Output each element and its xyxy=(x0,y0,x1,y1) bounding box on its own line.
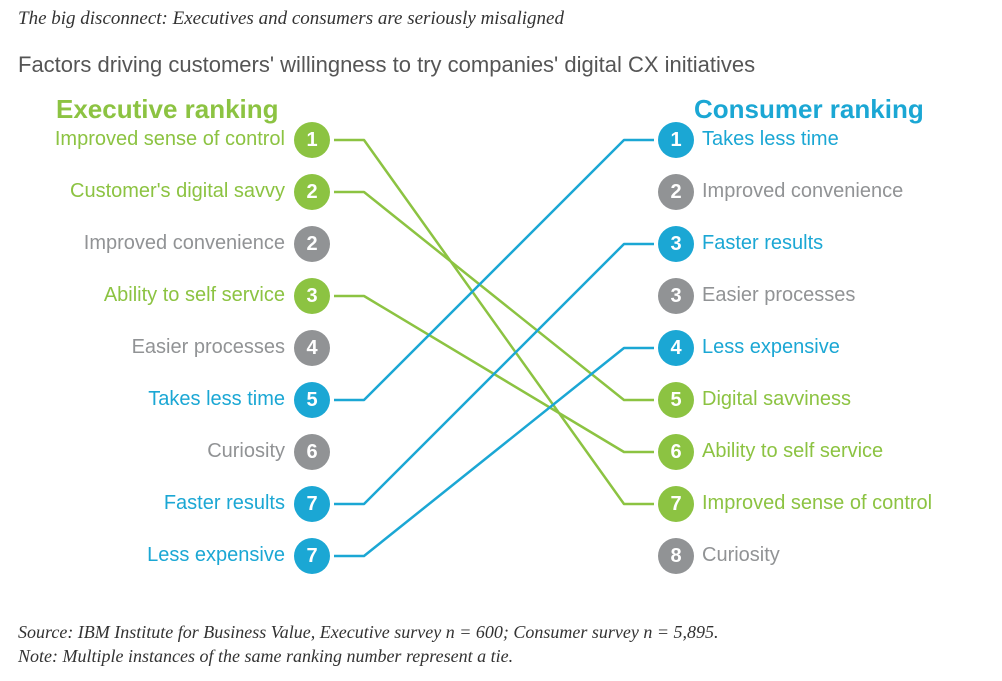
rank-badge: 7 xyxy=(294,486,330,522)
rank-label: Improved sense of control xyxy=(55,128,285,151)
rank-label: Easier processes xyxy=(702,284,855,307)
rank-label: Faster results xyxy=(702,232,823,255)
rank-label: Improved convenience xyxy=(84,232,285,255)
rank-label: Curiosity xyxy=(207,440,285,463)
connector-line xyxy=(334,244,654,504)
rank-badge: 4 xyxy=(658,330,694,366)
rank-badge: 8 xyxy=(658,538,694,574)
source-note: Source: IBM Institute for Business Value… xyxy=(18,622,718,643)
rank-badge: 2 xyxy=(294,174,330,210)
rank-badge: 3 xyxy=(658,226,694,262)
rank-label: Curiosity xyxy=(702,544,780,567)
rank-badge: 5 xyxy=(658,382,694,418)
rank-label: Less expensive xyxy=(147,544,285,567)
rank-label: Improved sense of control xyxy=(702,492,932,515)
rank-label: Digital savviness xyxy=(702,388,851,411)
rank-badge: 6 xyxy=(294,434,330,470)
connector-line xyxy=(334,140,654,504)
rank-label: Takes less time xyxy=(702,128,839,151)
column-header-consumer: Consumer ranking xyxy=(694,94,924,125)
rank-badge: 3 xyxy=(294,278,330,314)
rank-label: Ability to self service xyxy=(104,284,285,307)
rank-label: Improved convenience xyxy=(702,180,903,203)
rank-label: Customer's digital savvy xyxy=(70,180,285,203)
connector-line xyxy=(334,348,654,556)
connector-line xyxy=(334,296,654,452)
rank-badge: 5 xyxy=(294,382,330,418)
rank-badge: 6 xyxy=(658,434,694,470)
rank-badge: 2 xyxy=(658,174,694,210)
figure-subtitle: Factors driving customers' willingness t… xyxy=(18,52,755,78)
rank-label: Takes less time xyxy=(148,388,285,411)
rank-badge: 7 xyxy=(294,538,330,574)
rank-badge: 7 xyxy=(658,486,694,522)
connector-line xyxy=(334,140,654,400)
rank-badge: 4 xyxy=(294,330,330,366)
rank-badge: 1 xyxy=(658,122,694,158)
figure-title: The big disconnect: Executives and consu… xyxy=(18,8,564,30)
connector-line xyxy=(334,192,654,400)
figure-root: The big disconnect: Executives and consu… xyxy=(0,0,1002,681)
rank-label: Easier processes xyxy=(132,336,285,359)
rank-badge: 3 xyxy=(658,278,694,314)
rank-label: Less expensive xyxy=(702,336,840,359)
rank-badge: 1 xyxy=(294,122,330,158)
rank-badge: 2 xyxy=(294,226,330,262)
rank-label: Faster results xyxy=(164,492,285,515)
rank-label: Ability to self service xyxy=(702,440,883,463)
tie-note: Note: Multiple instances of the same ran… xyxy=(18,646,513,667)
column-header-executive: Executive ranking xyxy=(56,94,279,125)
